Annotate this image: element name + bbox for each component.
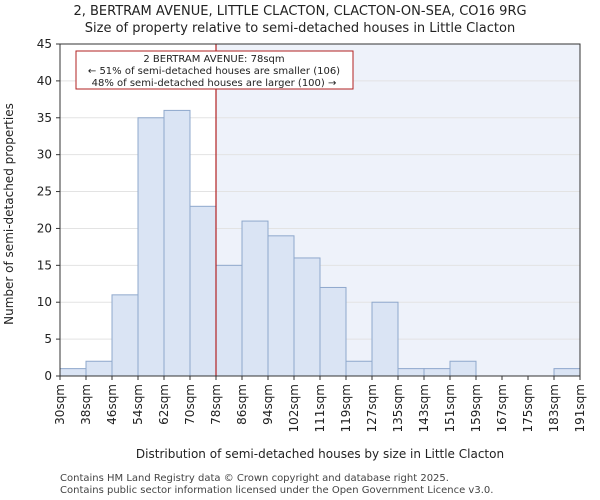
bar-94sqm: [267, 235, 295, 377]
x-tick-label: 183sqm: [547, 384, 561, 432]
annotation-line-1: 2 BERTRAM AVENUE: 78sqm: [143, 54, 284, 65]
x-tick-label: 30sqm: [53, 384, 67, 425]
bar-183sqm: [553, 368, 581, 377]
x-tick-label: 38sqm: [79, 384, 93, 425]
bar-30sqm: [59, 368, 87, 377]
bar-135sqm: [397, 368, 425, 377]
y-tick-label: 20: [37, 221, 52, 235]
y-tick-label: 5: [44, 332, 52, 346]
x-tick-label: 78sqm: [209, 384, 223, 425]
x-tick-label: 159sqm: [469, 384, 483, 432]
annotation-line-3: 48% of semi-detached houses are larger (…: [92, 78, 337, 89]
bar-86sqm: [241, 220, 269, 377]
footer-line-2: Contains public sector information licen…: [60, 485, 494, 496]
y-tick-label: 45: [37, 37, 52, 51]
x-tick-label: 46sqm: [105, 384, 119, 425]
y-tick-label: 35: [37, 111, 52, 125]
bar-38sqm: [85, 360, 113, 377]
y-tick-label: 10: [37, 295, 52, 309]
x-tick-label: 54sqm: [131, 384, 145, 425]
x-tick-label: 86sqm: [235, 384, 249, 425]
y-tick-label: 15: [37, 258, 52, 272]
y-tick-label: 40: [37, 74, 52, 88]
x-tick-label: 127sqm: [365, 384, 379, 432]
bar-62sqm: [163, 109, 191, 377]
x-tick-label: 102sqm: [287, 384, 301, 432]
bar-151sqm: [449, 360, 477, 377]
bar-70sqm: [189, 205, 217, 377]
bar-46sqm: [111, 294, 139, 377]
x-tick-label: 143sqm: [417, 384, 431, 432]
y-tick-label: 0: [44, 369, 52, 383]
x-tick-label: 70sqm: [183, 384, 197, 425]
x-tick-label: 167sqm: [495, 384, 509, 432]
x-tick-label: 111sqm: [313, 384, 327, 432]
x-tick-label: 191sqm: [573, 384, 587, 432]
footer-line-1: Contains HM Land Registry data © Crown c…: [60, 473, 449, 484]
y-axis-label: Number of semi-detached properties: [2, 103, 16, 325]
bar-78sqm: [215, 264, 243, 377]
x-tick-label: 62sqm: [157, 384, 171, 425]
x-axis-label: Distribution of semi-detached houses by …: [136, 447, 504, 461]
bar-143sqm: [423, 368, 451, 377]
bar-127sqm: [371, 301, 399, 377]
chart-subtitle: Size of property relative to semi-detach…: [84, 21, 516, 36]
y-tick-label: 30: [37, 148, 52, 162]
x-tick-label: 151sqm: [443, 384, 457, 432]
x-tick-label: 119sqm: [339, 384, 353, 432]
x-tick-label: 94sqm: [261, 384, 275, 425]
annotation-box: [75, 50, 354, 90]
chart-title: 2, BERTRAM AVENUE, LITTLE CLACTON, CLACT…: [73, 4, 527, 19]
x-tick-label: 135sqm: [391, 384, 405, 432]
bar-102sqm: [293, 257, 321, 377]
x-tick-label: 175sqm: [521, 384, 535, 432]
bar-54sqm: [137, 117, 165, 377]
bar-111sqm: [319, 286, 347, 377]
bar-119sqm: [345, 360, 373, 377]
y-tick-label: 25: [37, 185, 52, 199]
annotation-line-2: ← 51% of semi-detached houses are smalle…: [88, 66, 340, 77]
